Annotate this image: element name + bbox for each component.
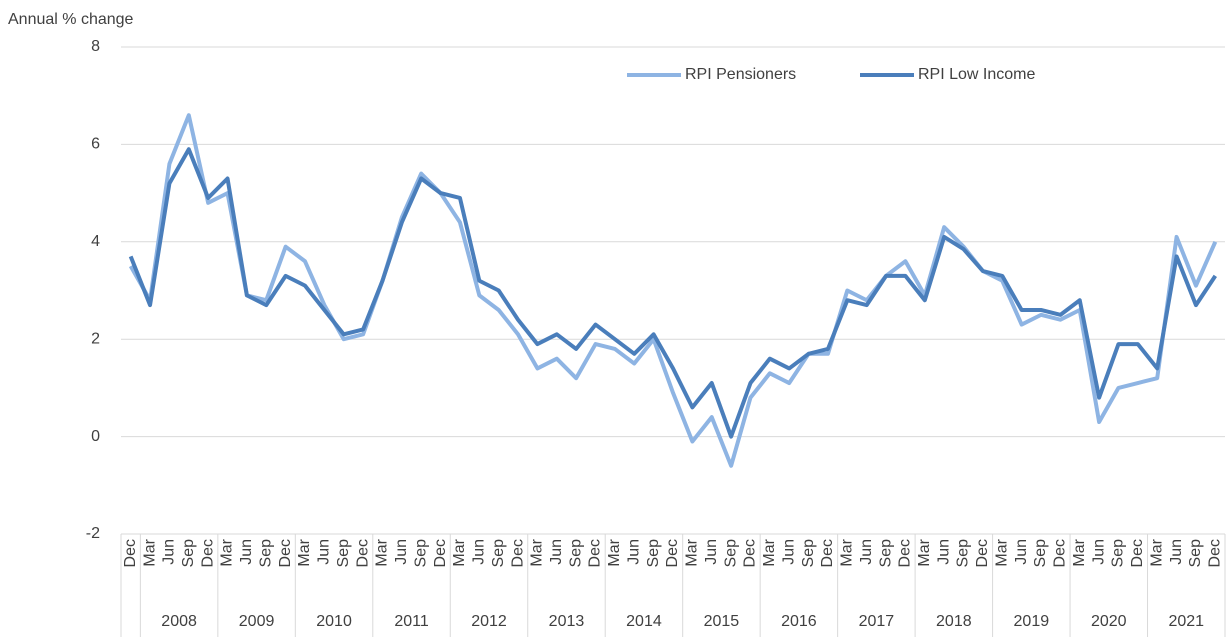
x-tick-label: Jun <box>780 539 797 565</box>
x-tick-label: Sep <box>335 539 352 568</box>
x-tick-label: Mar <box>761 538 778 566</box>
group-label: 2011 <box>394 613 429 630</box>
x-tick-label: Mar <box>684 538 701 566</box>
x-tick-label: Mar <box>916 538 933 566</box>
group-label: 2016 <box>781 613 817 630</box>
x-tick-label: Mar <box>1071 538 1088 566</box>
x-tick-label: Jun <box>1090 539 1107 565</box>
x-tick-label: Mar <box>451 538 468 566</box>
group-label: 2018 <box>936 613 972 630</box>
x-tick-label: Mar <box>606 538 623 566</box>
x-tick-label: Mar <box>993 538 1010 566</box>
x-tick-label: Sep <box>257 539 274 568</box>
x-tick-label: Jun <box>548 539 565 565</box>
legend-label: RPI Low Income <box>918 66 1035 83</box>
x-tick-label: Sep <box>645 539 662 568</box>
x-tick-label: Dec <box>587 539 604 567</box>
x-tick-label: Jun <box>1168 539 1185 565</box>
x-tick-label: Sep <box>800 539 817 568</box>
x-tick-label: Dec <box>1207 539 1224 567</box>
x-tick-label: Jun <box>161 539 178 565</box>
group-label: 2014 <box>626 613 662 630</box>
group-label: 2017 <box>859 613 895 630</box>
x-tick-label: Sep <box>1187 539 1204 568</box>
x-tick-label: Dec <box>277 539 294 567</box>
x-tick-label: Jun <box>703 539 720 565</box>
x-tick-label: Dec <box>897 539 914 567</box>
group-label: 2013 <box>549 613 585 630</box>
group-label: 2008 <box>161 613 197 630</box>
x-tick-label: Jun <box>316 539 333 565</box>
y-tick-label: 8 <box>91 38 100 55</box>
x-tick-label: Mar <box>219 538 236 566</box>
x-tick-label: Jun <box>1013 539 1030 565</box>
x-tick-label: Sep <box>1032 539 1049 568</box>
legend-label: RPI Pensioners <box>685 66 796 83</box>
x-tick-label: Dec <box>819 539 836 567</box>
x-tick-label: Jun <box>238 539 255 565</box>
x-tick-label: Sep <box>955 539 972 568</box>
x-tick-label: Sep <box>490 539 507 568</box>
series-line <box>128 113 1218 468</box>
group-label: 2019 <box>1014 613 1050 630</box>
x-tick-label: Sep <box>412 539 429 568</box>
x-tick-label: Sep <box>722 539 739 568</box>
x-tick-label: Dec <box>664 539 681 567</box>
x-tick-label: Dec <box>199 539 216 567</box>
x-tick-label: Jun <box>625 539 642 565</box>
y-axis-label: Annual % change <box>8 11 134 28</box>
y-tick-label: 0 <box>91 428 100 445</box>
x-tick-label: Mar <box>1148 538 1165 566</box>
group-label: 2020 <box>1091 613 1127 630</box>
series-line <box>128 147 1217 439</box>
x-tick-label: Mar <box>296 538 313 566</box>
x-tick-label: Dec <box>354 539 371 567</box>
x-tick-label: Dec <box>432 539 449 567</box>
x-tick-label: Mar <box>839 538 856 566</box>
x-tick-label: Jun <box>858 539 875 565</box>
y-tick-label: 6 <box>91 136 100 153</box>
x-tick-label: Dec <box>122 539 139 567</box>
y-tick-label: 2 <box>91 330 100 347</box>
x-tick-label: Jun <box>393 539 410 565</box>
x-tick-label: Sep <box>567 539 584 568</box>
y-tick-label: 4 <box>91 233 100 250</box>
x-tick-label: Dec <box>509 539 526 567</box>
x-tick-label: Sep <box>877 539 894 568</box>
x-tick-label: Mar <box>374 538 391 566</box>
group-label: 2021 <box>1168 613 1204 630</box>
x-tick-label: Dec <box>974 539 991 567</box>
x-tick-label: Jun <box>471 539 488 565</box>
x-tick-label: Mar <box>141 538 158 566</box>
group-label: 2010 <box>316 613 352 630</box>
x-tick-label: Mar <box>529 538 546 566</box>
y-tick-label: -2 <box>86 525 100 542</box>
group-label: 2009 <box>239 613 275 630</box>
x-tick-label: Jun <box>935 539 952 565</box>
x-tick-label: Dec <box>1052 539 1069 567</box>
group-label: 2012 <box>471 613 507 630</box>
x-tick-label: Dec <box>742 539 759 567</box>
x-tick-label: Sep <box>1110 539 1127 568</box>
group-label: 2015 <box>704 613 740 630</box>
x-tick-label: Dec <box>1129 539 1146 567</box>
x-tick-label: Sep <box>180 539 197 568</box>
